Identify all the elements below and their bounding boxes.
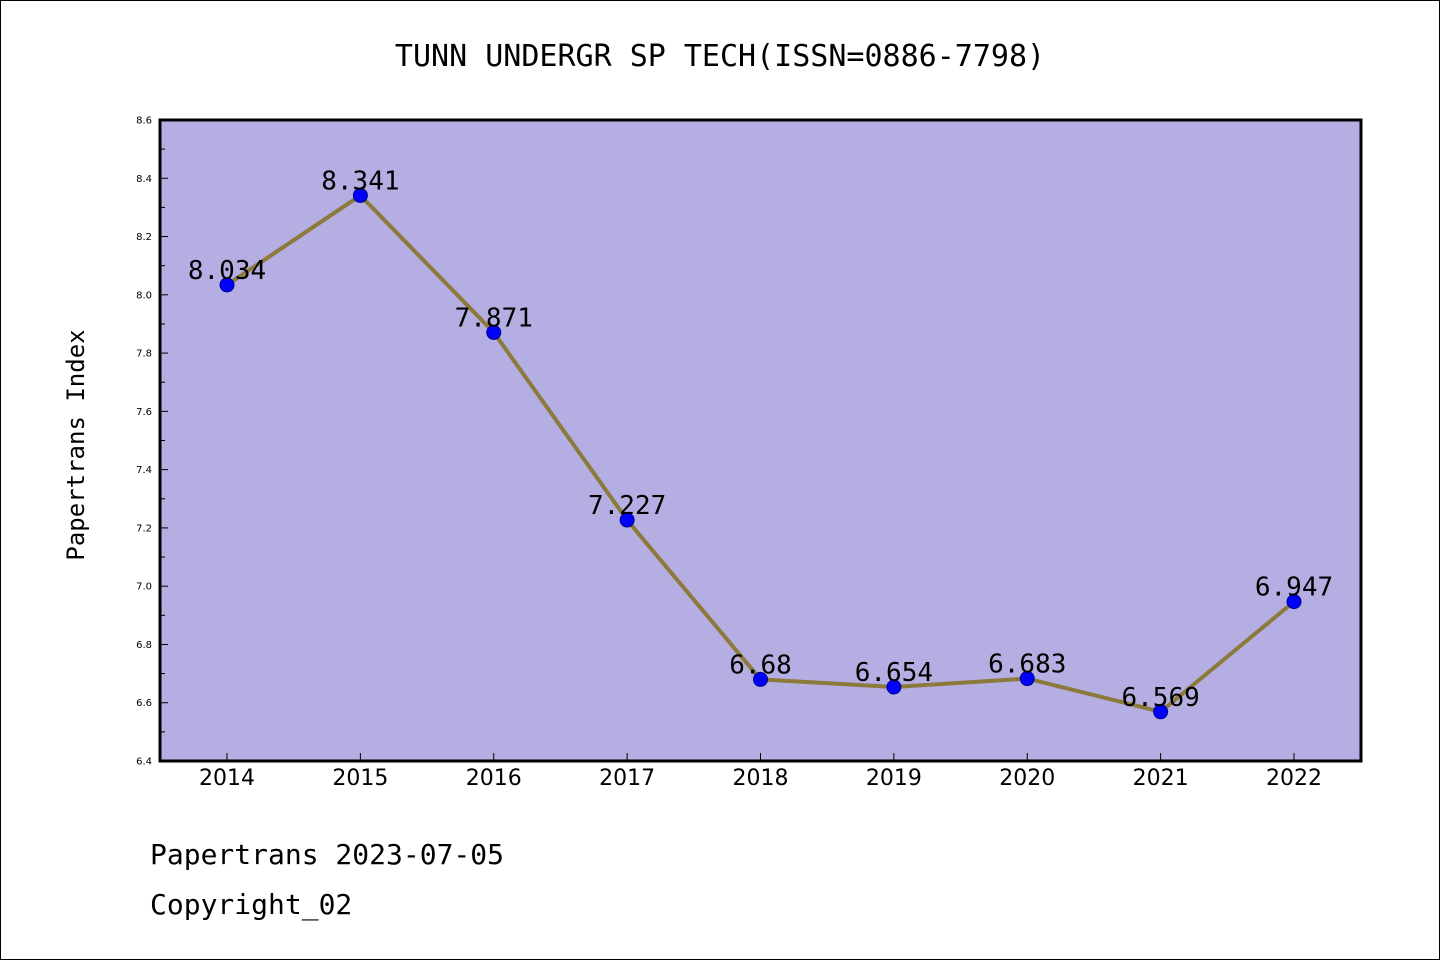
data-label: 6.947 [1255,573,1333,603]
x-axis: 2014 2015 2016 2017 2018 2019 2020 2021 2022 [199,753,1322,791]
x-tick-label: 2020 [999,766,1055,791]
footer-copyright: Copyright_02 [150,888,352,922]
footer-date: Papertrans 2023-07-05 [150,838,504,871]
data-label: 6.654 [855,658,933,688]
y-axis-label: Papertrans Index [62,329,90,560]
y-tick-label: 8.2 [136,232,152,243]
y-tick-label: 8.0 [136,290,152,301]
y-tick-label: 6.4 [136,757,152,768]
series-group: 8.034 8.341 7.871 7.227 6.68 6.654 6.683 6.569 6… [188,166,1333,720]
plot-area [158,118,1363,763]
x-tick-label: 2017 [599,766,655,791]
data-label: 7.227 [588,491,666,521]
y-axis: 6.4 6.6 6.8 7.0 7.2 7.4 7.6 7.8 8.0 8.2 8.4 8.6 [136,116,168,768]
data-point [1153,704,1169,720]
data-point [486,324,502,340]
x-tick-label: 2021 [1133,766,1189,791]
x-tick-label: 2022 [1266,766,1322,791]
data-label: 6.569 [1121,683,1199,713]
data-point [1286,594,1302,610]
data-point [753,671,768,687]
data-point [1019,671,1035,687]
data-label: 7.871 [455,303,533,333]
data-label: 8.034 [188,256,266,286]
x-tick-label: 2019 [866,766,922,791]
data-point [219,277,235,293]
y-tick-label: 7.0 [136,582,152,593]
x-tick-label: 2014 [199,766,255,791]
chart-title: TUNN UNDERGR SP TECH(ISSN=0886-7798) [395,39,1045,74]
y-tick-label: 8.4 [136,174,152,185]
data-label: 8.341 [321,166,399,196]
y-tick-label: 7.4 [136,465,152,476]
data-label: 6.683 [988,650,1066,680]
data-point [886,679,902,695]
data-point [619,512,635,528]
data-label: 6.68 [729,650,792,680]
y-tick-label: 7.6 [136,407,152,418]
x-tick-label: 2015 [332,766,388,791]
y-tick-label: 7.8 [136,349,152,360]
y-tick-label: 8.6 [136,116,152,127]
y-tick-label: 7.2 [136,523,152,534]
y-tick-label: 6.8 [136,640,152,651]
x-tick-label: 2016 [466,766,522,791]
x-tick-label: 2018 [733,766,789,791]
y-tick-label: 6.6 [136,698,152,709]
data-point [352,187,368,203]
